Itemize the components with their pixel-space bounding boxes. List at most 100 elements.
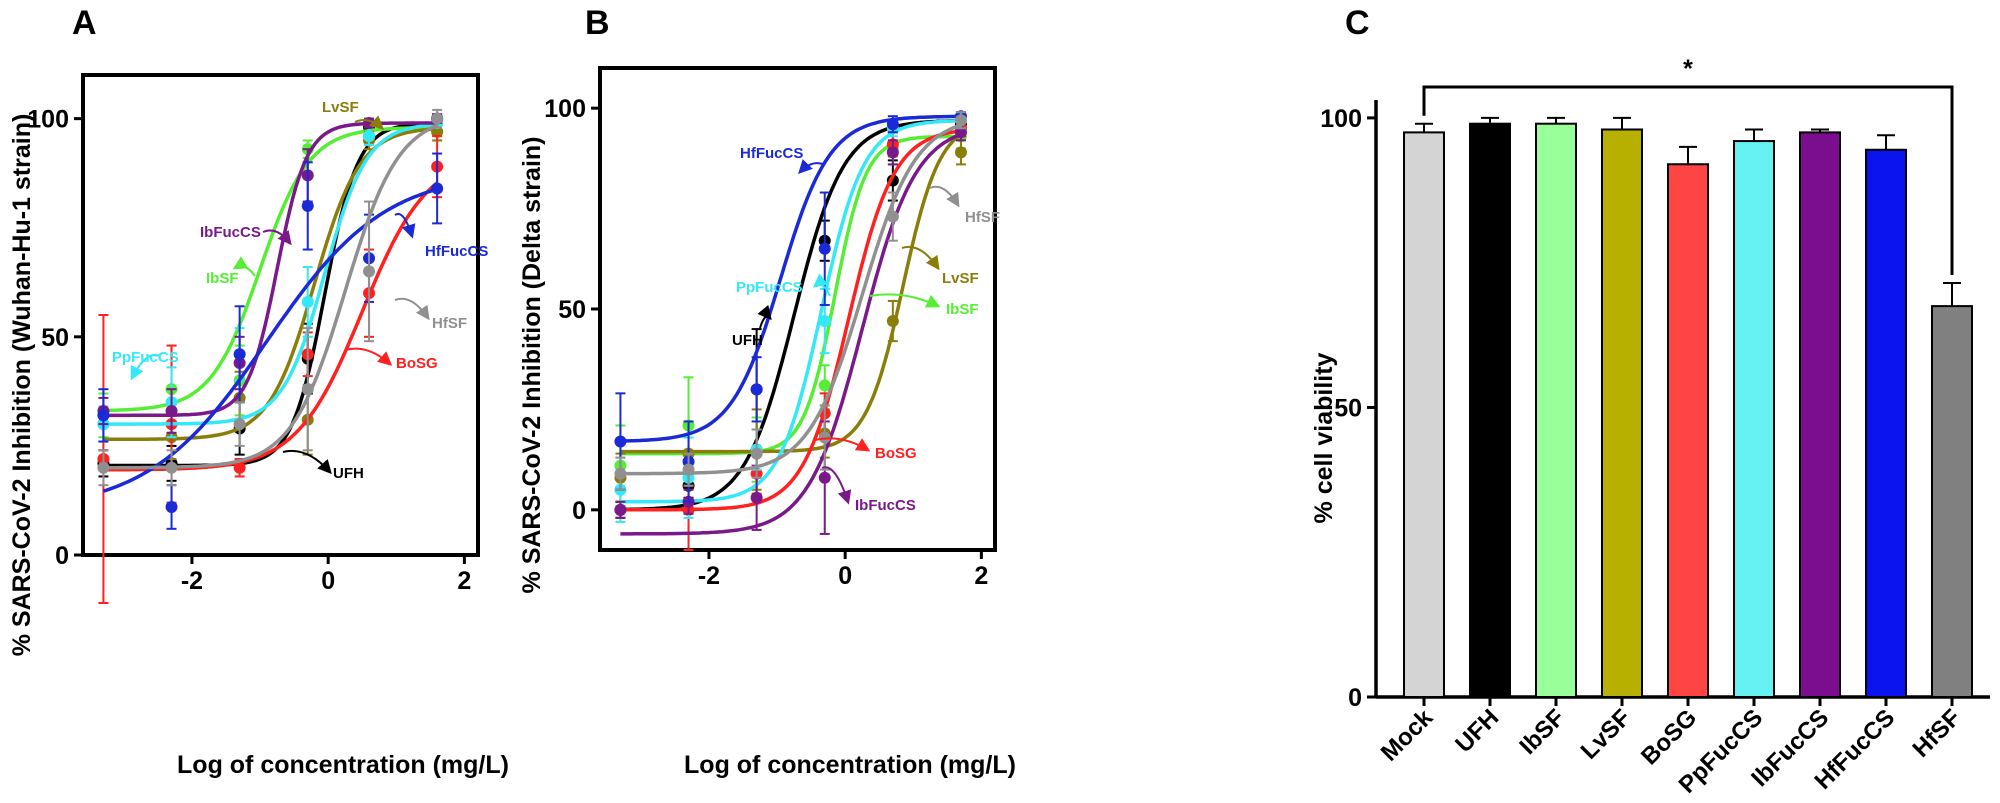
- panel-a-data-point: [233, 418, 246, 431]
- panel-a-fit-curve-hffuccs: [102, 187, 438, 493]
- panel-b-fit-curve-bosg: [620, 129, 962, 512]
- panel-b-data-point: [818, 471, 831, 484]
- annotation-label-ibsf: IbSF: [946, 301, 979, 318]
- annotation-label-hfsf: HfSF: [432, 315, 467, 332]
- bar-mock: [1403, 131, 1445, 699]
- bar-ibfuccs: [1799, 131, 1841, 699]
- significance-marker: *: [1683, 55, 1693, 83]
- panel-b-data-point: [818, 315, 831, 328]
- panel-b-series-hfsf: [614, 111, 967, 491]
- panel-a-fit-curve-hfsf: [103, 123, 438, 470]
- panel-b-fit-curve-ibsf: [620, 134, 961, 456]
- panel-a-fit-curve-bosg: [103, 181, 439, 472]
- panel-a-frame: [81, 73, 480, 557]
- panel-b-plot-area: -2 0 2 0 50 100 HfFucCS HfSF PpFucCS LvSF UFH IbSF B…: [544, 66, 1000, 590]
- panel-b-xtick-label: 2: [974, 562, 988, 590]
- bar-hfsf: [1931, 305, 1973, 698]
- category-label-ufh: UFH: [1450, 704, 1504, 758]
- panel-a-xtick-label: 0: [321, 567, 335, 595]
- panel-a: A -2 0 2 0 50 100 LvSF IbFucCS HfFucCS IbSF HfSF Pp…: [8, 4, 509, 779]
- panel-b-fit-curve-ibfuccs: [620, 132, 962, 536]
- annotation-label-ppfuccs: PpFucCS: [112, 349, 179, 366]
- panel-b-data-point: [818, 379, 831, 392]
- panel-b-data-point: [886, 210, 899, 223]
- panel-a-data-point: [165, 461, 178, 474]
- panel-b-fit-curve-ufh: [620, 118, 961, 512]
- panel-a-fit-curve-ibsf: [103, 125, 438, 413]
- panel-a-ytick-label: 0: [55, 542, 69, 570]
- bar-bosg: [1667, 163, 1709, 698]
- annotation-arrow: [262, 229, 292, 246]
- panel-a-xlabel: Log of concentration (mg/L): [177, 751, 509, 779]
- annotation-label-hfsf: HfSF: [965, 209, 1000, 226]
- panel-a-data-point: [233, 461, 246, 474]
- annotation-label-ufh: UFH: [333, 465, 364, 482]
- annotation-arrow: [232, 256, 256, 277]
- panel-b-fit-curve-hfsf: [620, 123, 962, 476]
- annotation-label-lvsf: LvSF: [322, 99, 359, 116]
- annotation-label-ufh: UFH: [732, 332, 763, 349]
- annotation-label-bosg: BoSG: [875, 445, 917, 462]
- panel-letter-b: B: [585, 4, 610, 42]
- annotation-label-lvsf: LvSF: [942, 270, 979, 287]
- panel-b-xlabel: Log of concentration (mg/L): [684, 751, 1016, 779]
- panel-a-data-point: [301, 199, 314, 212]
- panel-b-ylabel: % SARS-CoV-2 Inhibition (Delta strain): [518, 137, 546, 594]
- panel-a-data-point: [431, 112, 444, 125]
- panel-a-xtick-label: 2: [457, 567, 471, 595]
- panel-b-data-point: [682, 463, 695, 476]
- panel-b-data-point: [750, 491, 763, 504]
- annotation-arrow: [344, 347, 393, 366]
- annotation-arrow: [812, 273, 831, 297]
- panel-a-data-point: [165, 501, 178, 513]
- panel-b-ytick-label: 0: [572, 497, 586, 525]
- annotation-arrow: [394, 297, 430, 321]
- panel-b-fit-curve-ppfuccs: [620, 118, 961, 504]
- category-label-mock: Mock: [1376, 704, 1439, 767]
- significance-bracket: [1422, 85, 1954, 275]
- annotation-arrow: [798, 159, 826, 175]
- panel-b-data-point: [886, 146, 899, 159]
- annotation-arrow: [282, 450, 332, 475]
- panel-b-data-point: [818, 242, 831, 255]
- panel-a-fit-curve-ibfuccs: [103, 121, 438, 418]
- panel-b-data-point: [954, 146, 967, 159]
- annotation-label-bosg: BoSG: [396, 355, 438, 372]
- panel-b-fit-curve-hffuccs: [620, 114, 961, 443]
- panel-a-data-point: [363, 130, 376, 143]
- panel-b-frame: [598, 66, 997, 552]
- panel-a-data-point: [363, 265, 376, 278]
- panel-b-ytick-label: 50: [558, 296, 586, 324]
- panel-c-ytick-label: 0: [1348, 684, 1362, 712]
- panel-a-series-ibfuccs: [97, 112, 444, 434]
- panel-b-xtick-label: 0: [838, 562, 852, 590]
- panel-b-data-point: [886, 118, 899, 131]
- category-label-ibsf: IbSF: [1514, 704, 1570, 760]
- annotation-arrow: [869, 293, 941, 308]
- panel-b-ytick-label: 100: [544, 95, 586, 123]
- bar-ufh: [1469, 122, 1511, 698]
- panel-a-data-point: [431, 182, 444, 195]
- panel-b-series-hffuccs: [614, 110, 967, 503]
- panel-a-data-point: [97, 461, 110, 474]
- annotation-arrow: [929, 185, 960, 208]
- bar-lvsf: [1601, 128, 1643, 698]
- panel-a-series-hffuccs: [97, 152, 444, 530]
- annotation-arrow: [130, 354, 161, 381]
- panel-b-xtick-label: -2: [698, 562, 720, 590]
- panel-b: B -2 0 2 0 50 100 HfFucCS HfSF PpFucCS LvSF UFH IbS…: [518, 4, 1016, 779]
- category-label-hfsf: HfSF: [1908, 704, 1967, 763]
- annotation-arrow: [821, 466, 852, 505]
- annotation-arrow: [394, 213, 416, 239]
- panel-a-ytick-label: 50: [41, 324, 69, 352]
- panel-b-data-point: [886, 315, 899, 328]
- annotation-label-ibfuccs: IbFucCS: [200, 224, 261, 241]
- panel-b-data-point: [614, 503, 627, 516]
- panel-a-series-hfsf: [97, 108, 444, 487]
- annotation-arrow: [757, 304, 772, 329]
- panel-c-ytick-label: 50: [1334, 394, 1362, 422]
- panel-letter-c: C: [1345, 4, 1370, 42]
